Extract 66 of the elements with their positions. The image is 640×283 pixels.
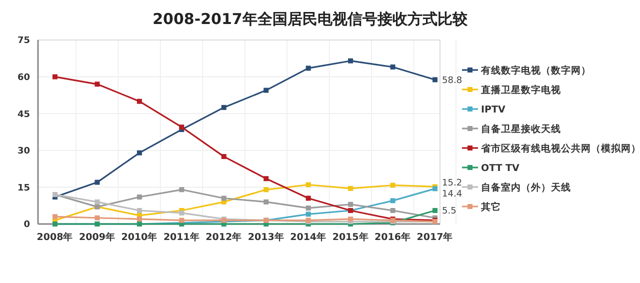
- point: [94, 82, 100, 87]
- legend-label: 直播卫星数字电视: [480, 84, 562, 96]
- point: [179, 124, 184, 130]
- point: [390, 64, 396, 70]
- legend-label: 有线数字电视（数字网）: [480, 64, 591, 76]
- point: [348, 202, 354, 207]
- point: [94, 180, 100, 185]
- point: [136, 150, 142, 156]
- point: [221, 154, 226, 160]
- point: [306, 182, 311, 188]
- x-tick-label: 2010年: [121, 231, 158, 243]
- point: [264, 176, 269, 182]
- point: [136, 98, 142, 104]
- x-tick-label: 2011年: [163, 231, 200, 243]
- x-tick-label: 2014年: [290, 231, 327, 243]
- point: [390, 208, 396, 214]
- point: [221, 196, 226, 201]
- point: [264, 88, 269, 93]
- data-label: 58.8: [442, 76, 462, 86]
- point: [432, 208, 438, 214]
- x-tick-label: 2013年: [248, 231, 284, 243]
- legend-label: 其它: [480, 200, 501, 213]
- point: [306, 212, 311, 217]
- point: [264, 187, 269, 192]
- data-label: 15.2: [442, 178, 462, 188]
- point: [390, 198, 396, 204]
- point: [94, 199, 100, 204]
- point: [432, 77, 438, 82]
- legend-label: IPTV: [481, 104, 506, 116]
- y-tick-label: 45: [17, 110, 30, 120]
- point: [348, 58, 354, 64]
- x-tick-label: 2009年: [78, 231, 116, 243]
- point: [136, 194, 142, 200]
- x-tick-label: 2016年: [374, 231, 412, 243]
- point: [136, 208, 142, 214]
- y-tick-label: 15: [17, 183, 30, 194]
- point: [179, 218, 184, 223]
- x-tick-label: 2008年: [36, 231, 74, 243]
- legend-label: OTT TV: [481, 162, 520, 174]
- x-tick-label: 2012年: [206, 231, 242, 243]
- point: [306, 206, 311, 211]
- point: [264, 199, 269, 204]
- point: [348, 186, 354, 191]
- chart-title: 2008-2017年全国居民电视信号接收方式比较: [152, 10, 468, 28]
- point: [179, 187, 184, 192]
- data-label: 5.5: [442, 206, 456, 217]
- point: [52, 74, 58, 80]
- point: [52, 214, 58, 220]
- y-tick-label: 60: [17, 72, 30, 83]
- point: [221, 104, 226, 110]
- point: [348, 216, 354, 222]
- data-label: 14.4: [442, 189, 462, 200]
- point: [306, 66, 311, 71]
- legend-label: 自备室内（外）天线: [481, 181, 571, 194]
- point: [136, 216, 142, 222]
- x-tick-label: 2017年: [416, 231, 454, 243]
- y-tick-label: 75: [17, 36, 30, 46]
- y-tick-label: 30: [17, 146, 30, 157]
- legend-label: 自备卫星接收天线: [481, 122, 561, 135]
- point: [390, 182, 396, 188]
- point: [94, 215, 100, 220]
- x-tick-label: 2015年: [332, 231, 369, 243]
- point: [306, 196, 311, 201]
- point: [179, 210, 184, 216]
- y-tick-label: 0: [24, 220, 30, 230]
- legend-label: 省市区级有线电视公共网（模拟网）: [480, 142, 640, 154]
